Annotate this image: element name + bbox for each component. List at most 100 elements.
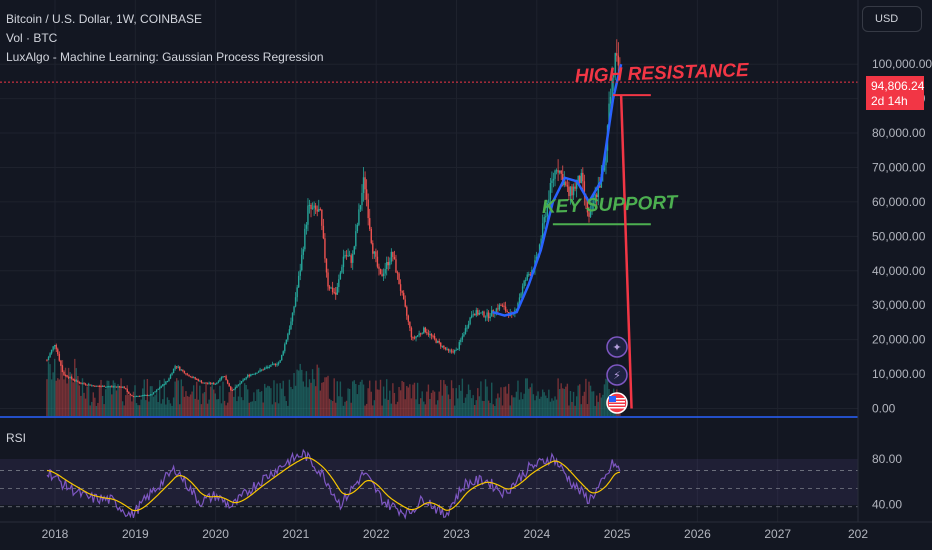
candle-body xyxy=(404,299,406,307)
volume-bar xyxy=(470,398,473,416)
price-tick-label: 10,000.00 xyxy=(872,367,926,381)
candle-body xyxy=(441,345,443,347)
volume-bar xyxy=(359,381,362,416)
volume-bar xyxy=(398,386,400,416)
volume-bar xyxy=(565,386,567,416)
volume-bar xyxy=(104,389,107,416)
time-axis[interactable]: 2018 2019 2020 2021 2022 2023 2024 2025 2026 2027… xyxy=(42,527,869,541)
candle-body xyxy=(464,328,467,335)
candle-body xyxy=(47,357,50,361)
volume-bar xyxy=(557,378,559,416)
volume-bar xyxy=(546,398,549,416)
symbol-title[interactable]: Bitcoin / U.S. Dollar, 1W, COINBASE xyxy=(6,12,203,26)
candle-body xyxy=(566,185,569,187)
volume-bar xyxy=(460,390,462,416)
currency-button[interactable]: USD xyxy=(862,6,922,32)
candle-body xyxy=(415,336,417,339)
volume-bar xyxy=(194,398,196,416)
volume-bar xyxy=(497,393,499,416)
volume-bar xyxy=(228,392,230,416)
candle-body xyxy=(611,77,613,97)
us-flag-icon[interactable] xyxy=(606,392,628,414)
volume-bar xyxy=(362,384,365,416)
volume-legend[interactable]: Vol · BTC xyxy=(6,31,58,45)
crypto-event-icon[interactable]: ⚡ xyxy=(606,364,628,386)
time-tick-label: 2022 xyxy=(363,527,390,541)
rsi-pane-label[interactable]: RSI xyxy=(6,431,27,445)
candle-body xyxy=(481,311,484,313)
volume-bar xyxy=(169,403,172,416)
candle-body xyxy=(280,354,283,361)
volume-bar xyxy=(260,391,263,416)
candle-body xyxy=(316,209,318,212)
volume-bar xyxy=(440,379,442,416)
volume-bar xyxy=(511,395,513,416)
candle-body xyxy=(358,209,360,225)
volume-bar xyxy=(580,404,582,416)
price-axis[interactable]: 100,000.0090,000.0080,000.0070,000.0060,… xyxy=(872,57,932,415)
volume-bar xyxy=(268,386,271,416)
price-tick-label: 100,000.00 xyxy=(872,57,932,71)
candle-body xyxy=(413,337,416,339)
candle-body xyxy=(311,207,314,209)
candlesticks xyxy=(46,39,621,398)
candle-body xyxy=(194,377,196,379)
volume-bar xyxy=(467,384,470,416)
volume-bar xyxy=(447,394,450,416)
time-tick-label: 2019 xyxy=(122,527,149,541)
candle-body xyxy=(449,350,451,352)
candle-body xyxy=(341,267,343,273)
volume-bar xyxy=(138,405,141,416)
candle-body xyxy=(165,381,167,385)
volume-bar xyxy=(543,392,545,416)
volume-bar xyxy=(310,382,312,416)
candle-body xyxy=(152,392,155,395)
candle-body xyxy=(172,368,175,374)
volume-bar xyxy=(171,405,173,416)
candle-body xyxy=(551,180,553,183)
candle-body xyxy=(271,363,274,365)
candle-body xyxy=(410,327,413,338)
rsi-axis[interactable]: 80.00 40.00 xyxy=(872,452,902,511)
candle-body xyxy=(307,205,309,225)
indicator-legend[interactable]: LuxAlgo - Machine Learning: Gaussian Pro… xyxy=(6,50,324,64)
volume-bar xyxy=(514,397,516,416)
candle-body xyxy=(98,386,101,388)
candle-body xyxy=(393,256,396,260)
volume-bar xyxy=(518,399,521,416)
volume-bar xyxy=(180,379,183,416)
candle-body xyxy=(416,335,419,337)
bitcoin-halving-icon[interactable]: ✦ xyxy=(606,336,628,358)
volume-bar xyxy=(548,389,550,416)
candle-body xyxy=(114,386,116,388)
volume-bar xyxy=(152,396,155,416)
volume-bar xyxy=(602,394,604,416)
volume-bar xyxy=(279,383,281,416)
candle-body xyxy=(324,238,326,259)
volume-bar xyxy=(209,386,212,416)
volume-bar xyxy=(551,398,553,416)
candle-body xyxy=(376,256,379,267)
candle-body xyxy=(74,379,76,381)
candle-body xyxy=(375,251,377,257)
volume-bar xyxy=(538,398,541,416)
candle-body xyxy=(457,349,459,351)
candle-body xyxy=(273,363,275,365)
candle-body xyxy=(605,150,607,166)
volume-bar xyxy=(339,381,342,416)
candle-body xyxy=(95,385,98,387)
candle-body xyxy=(77,380,79,382)
candle-body xyxy=(120,386,122,388)
candle-body xyxy=(314,205,317,210)
volume-bar xyxy=(274,402,277,416)
volume-bar xyxy=(183,396,186,416)
volume-bar xyxy=(191,391,193,416)
volume-bar xyxy=(566,383,569,416)
candle-body xyxy=(467,324,470,328)
candle-body xyxy=(213,382,215,385)
candle-body xyxy=(84,383,87,385)
volume-bar xyxy=(237,396,240,416)
volume-bar xyxy=(367,388,369,416)
candle-body xyxy=(111,386,113,388)
